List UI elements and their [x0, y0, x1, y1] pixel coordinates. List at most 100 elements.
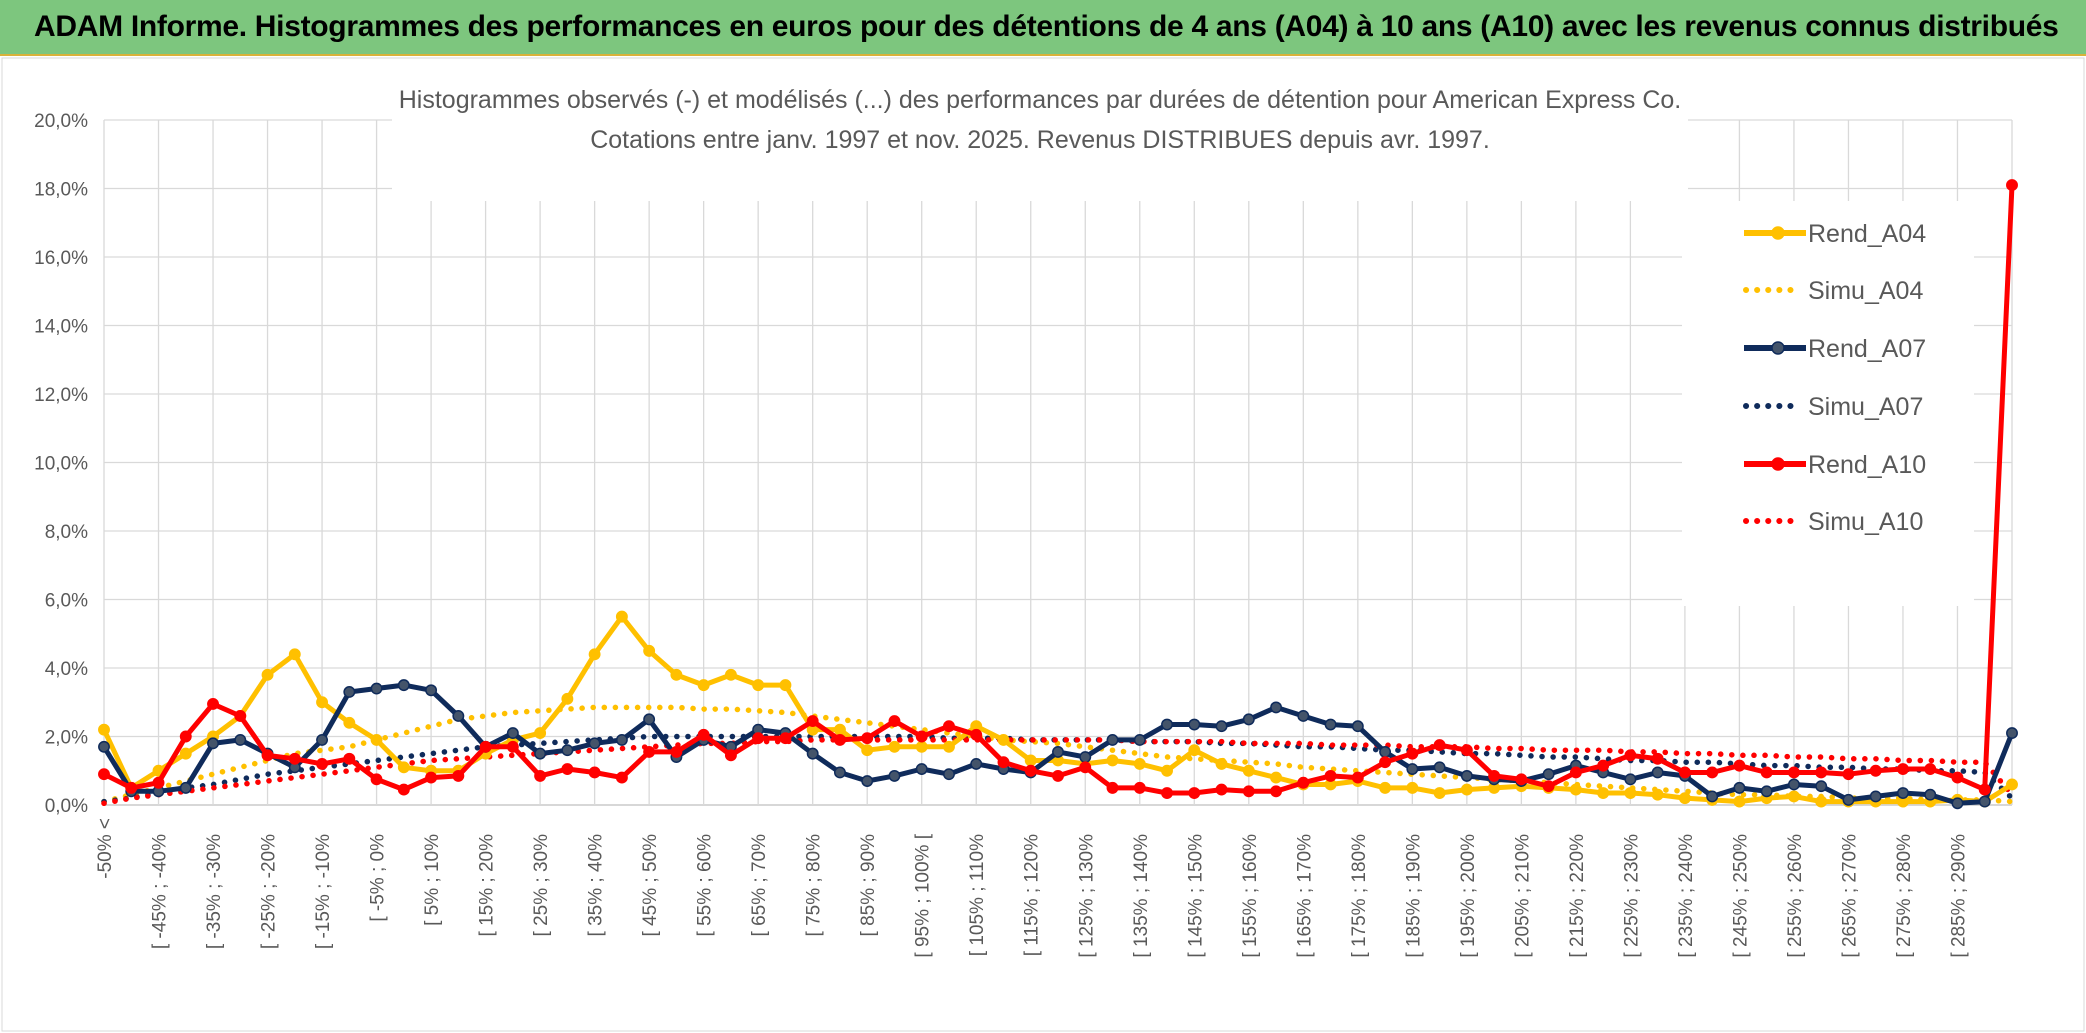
data-point — [1106, 781, 1119, 794]
data-point — [1678, 792, 1691, 805]
data-point — [1978, 783, 1991, 796]
data-point — [779, 679, 792, 692]
data-point — [697, 679, 710, 692]
data-point — [1106, 733, 1119, 746]
data-point — [343, 716, 356, 729]
data-point — [261, 668, 274, 681]
data-point — [1079, 761, 1092, 774]
x-tick-label: [ 265% ; 270% — [1839, 834, 1860, 958]
data-point — [1760, 766, 1773, 779]
data-point — [534, 727, 547, 740]
data-point — [1433, 761, 1446, 774]
data-point — [1733, 759, 1746, 772]
data-point — [1569, 766, 1582, 779]
data-point — [1706, 790, 1719, 803]
data-point — [861, 744, 874, 757]
data-point — [1188, 787, 1201, 799]
data-point — [125, 781, 138, 794]
data-point — [425, 771, 438, 784]
data-point — [888, 740, 901, 753]
report-header: ADAM Informe. Histogrammes des performan… — [0, 0, 2086, 56]
data-point — [1215, 720, 1228, 733]
data-point — [1624, 787, 1637, 799]
data-point — [888, 715, 901, 728]
x-tick-label: [ 205% ; 210% — [1512, 834, 1533, 958]
data-point — [179, 747, 192, 760]
data-point — [98, 740, 110, 753]
data-point — [397, 679, 410, 692]
data-point — [1842, 793, 1855, 806]
data-point — [1270, 701, 1283, 714]
data-point — [1161, 718, 1173, 731]
data-point — [643, 713, 656, 726]
x-tick-label: [ 275% ; 280% — [1894, 834, 1915, 958]
data-point — [1052, 745, 1064, 758]
data-point — [1815, 795, 1828, 808]
x-tick-label: [ -15% ; -10% — [313, 834, 334, 949]
y-tick-label: 8,0% — [45, 522, 88, 543]
data-point — [1733, 781, 1746, 794]
x-tick-label: [ 115% ; 120% — [1022, 834, 1043, 956]
data-point — [1161, 764, 1173, 777]
data-point — [1379, 756, 1392, 769]
data-point — [1133, 757, 1146, 770]
data-point — [1678, 766, 1691, 779]
data-point — [1133, 733, 1146, 746]
data-point — [1106, 754, 1119, 767]
data-point — [1651, 752, 1664, 765]
data-point — [288, 648, 301, 661]
data-point — [1242, 713, 1255, 726]
x-tick-label: [ 145% ; 150% — [1185, 834, 1206, 958]
legend: Rend_A04 Simu_A04 Rend_A07 Simu_A07 Rend_A10… — [1743, 220, 1926, 536]
legend-marker — [1771, 457, 1785, 471]
data-point — [670, 745, 683, 758]
x-tick-label: [ 235% ; 240% — [1676, 834, 1697, 958]
data-point — [588, 648, 601, 661]
x-tick-label: [ -45% ; -40% — [150, 834, 171, 949]
data-point — [1651, 766, 1664, 779]
x-tick-label: [ -25% ; -20% — [259, 834, 280, 949]
data-point — [1597, 787, 1610, 799]
x-tick-label: [ 35% ; 40% — [586, 834, 607, 937]
data-point — [1379, 781, 1392, 794]
data-point — [179, 781, 192, 794]
data-point — [1052, 769, 1064, 782]
x-tick-label: [ 195% ; 200% — [1458, 834, 1479, 958]
y-tick-label: 16,0% — [34, 248, 88, 269]
data-point — [752, 679, 765, 692]
data-point — [397, 761, 410, 774]
histogram-chart: 0,0% 2,0% 4,0% 6,0% 8,0% 10,0% 12,0% 14,0% 16,0%… — [1, 57, 2085, 1032]
series-lines — [98, 179, 2018, 810]
legend-marker — [1771, 226, 1785, 240]
data-point — [1133, 781, 1146, 794]
x-tick-label: [ 65% ; 70% — [749, 834, 770, 937]
legend-label: Rend_A04 — [1808, 220, 1926, 248]
data-point — [997, 756, 1010, 769]
x-tick-label: [ 185% ; 190% — [1403, 834, 1424, 958]
data-point — [943, 768, 955, 781]
data-point — [615, 610, 628, 623]
data-point — [1024, 754, 1037, 767]
data-point — [970, 757, 983, 770]
data-point — [479, 740, 492, 753]
data-point — [1270, 785, 1283, 798]
x-tick-label: [ 155% ; 160% — [1240, 834, 1261, 958]
legend-label: Simu_A04 — [1808, 277, 1923, 305]
data-point — [1161, 787, 1173, 799]
data-point — [1215, 757, 1228, 770]
subtitle-background — [392, 79, 1688, 201]
data-point — [1787, 778, 1800, 791]
data-point — [724, 749, 737, 762]
data-point — [1406, 763, 1419, 775]
y-axis-ticks: 0,0% 2,0% 4,0% 6,0% 8,0% 10,0% 12,0% 14,0% 16,0%… — [34, 111, 88, 817]
legend-label: Simu_A07 — [1808, 393, 1923, 421]
data-point — [670, 668, 683, 681]
series-line-Simu_A07 — [101, 733, 2015, 805]
data-point — [1460, 769, 1473, 782]
data-point — [643, 745, 656, 758]
data-point — [1242, 785, 1255, 798]
data-point — [1188, 718, 1201, 731]
data-point — [1242, 764, 1255, 777]
data-point — [1897, 787, 1909, 799]
data-point — [452, 710, 465, 722]
